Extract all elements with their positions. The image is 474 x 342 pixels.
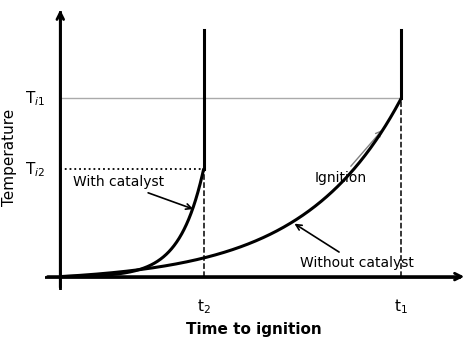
Text: Time to ignition: Time to ignition xyxy=(186,322,322,337)
Text: Ignition: Ignition xyxy=(314,131,381,185)
Text: T$_{i1}$: T$_{i1}$ xyxy=(25,89,45,108)
Text: t$_2$: t$_2$ xyxy=(197,297,210,316)
Text: T$_{i2}$: T$_{i2}$ xyxy=(25,160,45,179)
Text: With catalyst: With catalyst xyxy=(73,175,191,209)
Text: t$_1$: t$_1$ xyxy=(394,297,408,316)
Text: Without catalyst: Without catalyst xyxy=(296,225,414,270)
Text: Temperature: Temperature xyxy=(2,109,18,207)
